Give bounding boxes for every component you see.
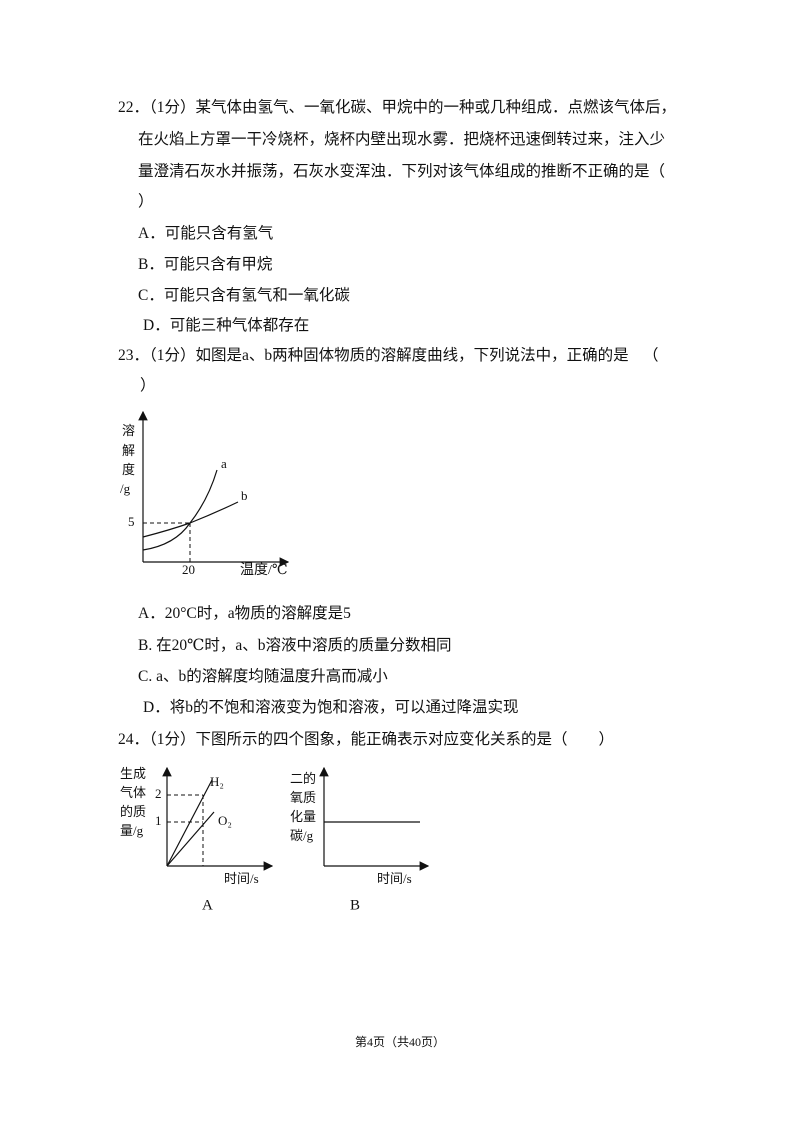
option: C. a、b的溶解度均随温度升高而减小 — [138, 668, 388, 685]
y-label: 气体 — [120, 785, 146, 800]
caption: B — [350, 897, 360, 913]
y-tick: 5 — [128, 514, 135, 529]
y-label: 化量 — [290, 809, 316, 824]
option: C．可能只含有氢气和一氧化碳 — [138, 287, 350, 304]
y-label: 氧质 — [290, 790, 316, 805]
y-label: 二的 — [290, 771, 316, 786]
option: A．可能只含有氢气 — [138, 225, 274, 242]
option: B. 在20℃时，a、b溶液中溶质的质量分数相同 — [138, 637, 452, 654]
option: B．可能只含有甲烷 — [138, 256, 273, 273]
y-label: 度 — [122, 462, 135, 477]
y-tick: 2 — [155, 786, 162, 801]
curve-label: H₂ — [210, 774, 224, 789]
y-label: 溶 — [122, 423, 135, 438]
curve-label: b — [241, 488, 248, 503]
question-text: 量澄清石灰水并振荡，石灰水变浑浊．下列对该气体组成的推断不正确的是（ — [138, 163, 666, 180]
question-text: 24．（1分）下图所示的四个图象，能正确表示对应变化关系的是（ ） — [118, 731, 615, 748]
y-label: 碳/g — [290, 828, 314, 843]
x-label: 时间/s — [224, 871, 259, 886]
option: A．20°C时，a物质的溶解度是5 — [138, 605, 351, 622]
option: D．将b的不饱和溶液变为饱和溶液，可以通过降温实现 — [143, 699, 519, 716]
question-text: ） — [138, 193, 154, 210]
footer: 第4页（共40页） — [355, 1035, 445, 1049]
y-label: 的质 — [120, 804, 146, 819]
solubility-figure: 溶 解 度 /g 5 20 温度/℃ a b — [120, 410, 290, 578]
x-label: 温度/℃ — [240, 562, 288, 578]
question-text: （ — [643, 347, 659, 364]
y-label: 生成 — [120, 766, 146, 781]
question-text: 23．（1分）如图是a、b两种固体物质的溶解度曲线，下列说法中，正确的是 — [118, 347, 629, 364]
y-label: 量/g — [120, 823, 144, 838]
caption: A — [202, 897, 213, 913]
x-tick: 20 — [182, 562, 195, 577]
curve-label: a — [221, 456, 227, 471]
question-text: 在火焰上方罩一干冷烧杯，烧杯内壁出现水雾．把烧杯迅速倒转过来，注入少 — [138, 131, 666, 148]
curve-label: O₂ — [218, 813, 232, 828]
figure-a: 生成 气体 的质 量/g 2 1 H₂ O₂ 时间/s A — [120, 766, 274, 913]
question-text: 22．（1分）某气体由氢气、一氧化碳、甲烷中的一种或几种组成．点燃该气体后， — [118, 99, 677, 116]
question-text: ） — [140, 377, 156, 394]
option: D．可能三种气体都存在 — [143, 317, 310, 334]
y-tick: 1 — [155, 813, 162, 828]
y-label: 解 — [122, 443, 135, 458]
y-label: /g — [120, 481, 131, 496]
figure-b: 二的 氧质 化量 碳/g 时间/s B — [290, 766, 430, 913]
x-label: 时间/s — [377, 871, 412, 886]
